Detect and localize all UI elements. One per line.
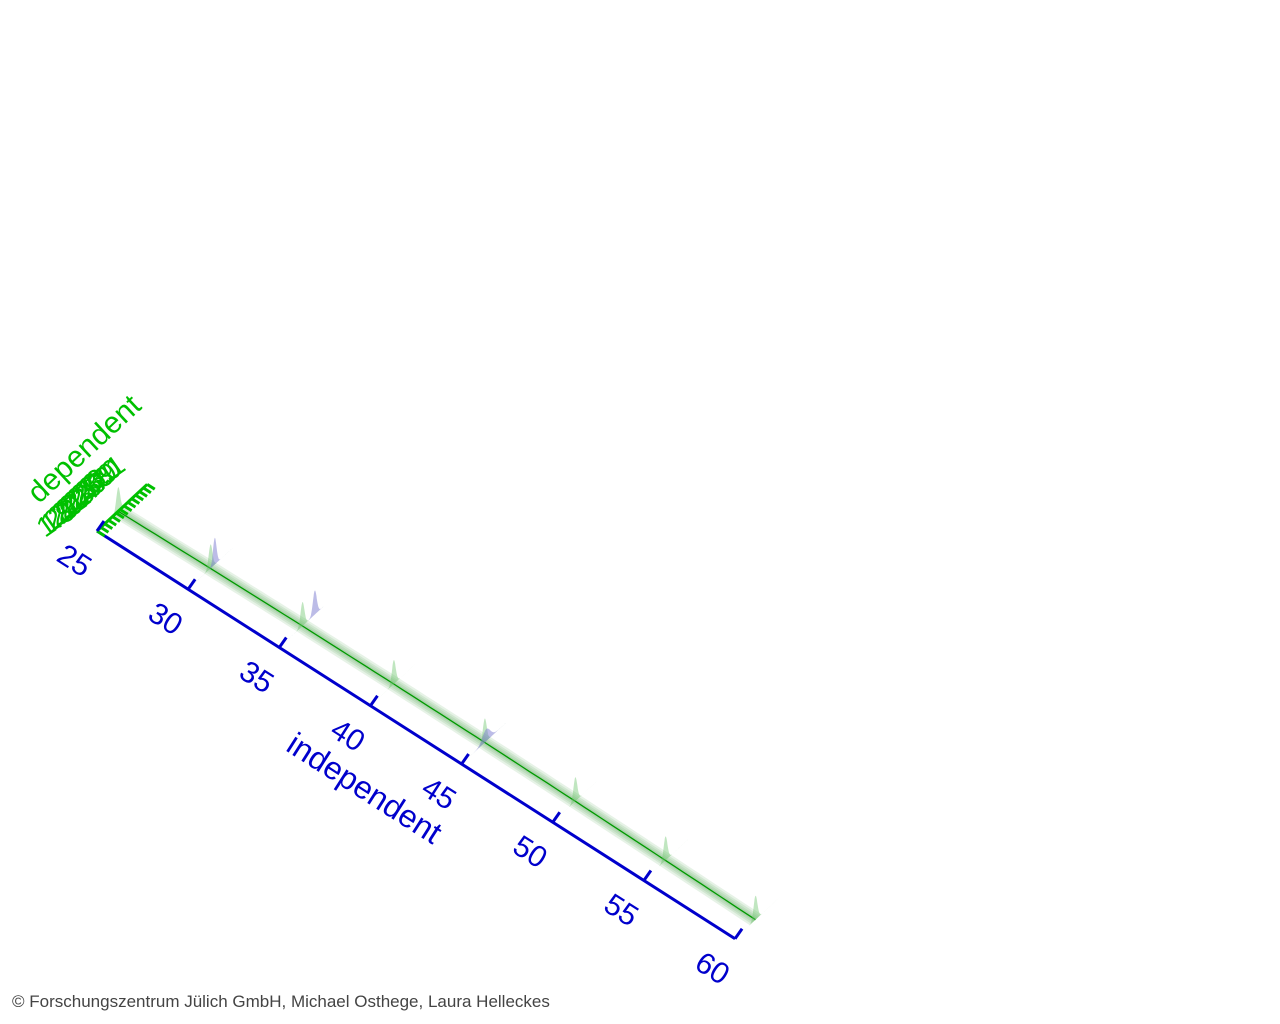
likelihood-distribution-x40 [368,660,415,708]
mean-curve [117,510,756,921]
dependent-tick [115,511,125,520]
dependent-tick [100,526,110,534]
independent-tick [460,753,470,765]
dependent-tick [127,501,137,509]
dependent-tick [146,483,156,491]
prediction-band-4 [116,509,758,922]
prediction-band-1 [112,505,762,926]
independent-tick-label: 30 [142,596,188,642]
dependent-tick [138,490,148,498]
dependent-tick [130,497,141,505]
likelihood-distribution-x50 [550,777,598,824]
independent-axis-line [96,529,736,941]
prediction-band-3 [115,508,759,923]
independent-tick-label: 50 [507,829,553,875]
copyright-notice: © Forschungszentrum Jülich GmbH, Michael… [12,992,550,1011]
independent-tick [95,520,106,532]
independent-tick-label: 25 [51,538,97,584]
independent-tick [369,694,379,707]
dependent-tick [142,486,152,495]
independent-tick-label: 55 [598,888,644,934]
independent-tick [278,636,288,649]
likelihood-distribution-x35 [277,602,324,650]
mean-curve-layer [117,510,756,921]
dependent-tick [107,518,117,527]
dependent-tick [111,515,121,523]
dependent-tick [103,522,114,530]
independent-tick-label: 60 [689,946,735,992]
independent-tick [642,869,653,882]
likelihood-distribution-x60 [733,895,780,941]
independent-tick [733,927,744,940]
independent-tick-label: 35 [233,655,279,701]
likelihood-distribution-x30 [186,544,233,591]
prediction-bands [112,505,762,926]
dependent-tick [123,504,133,512]
prediction-band-2 [114,507,760,924]
independent-tick [186,578,197,591]
dependent-tick [119,508,129,516]
independent-tick [551,811,561,824]
axes: 1.81.92.02.12.22.32.42.52.62.72.82.93.03… [21,388,744,992]
dependent-tick [134,493,144,502]
likelihood-distribution-x55 [642,836,689,883]
observation-distribution-x45 [459,722,506,766]
